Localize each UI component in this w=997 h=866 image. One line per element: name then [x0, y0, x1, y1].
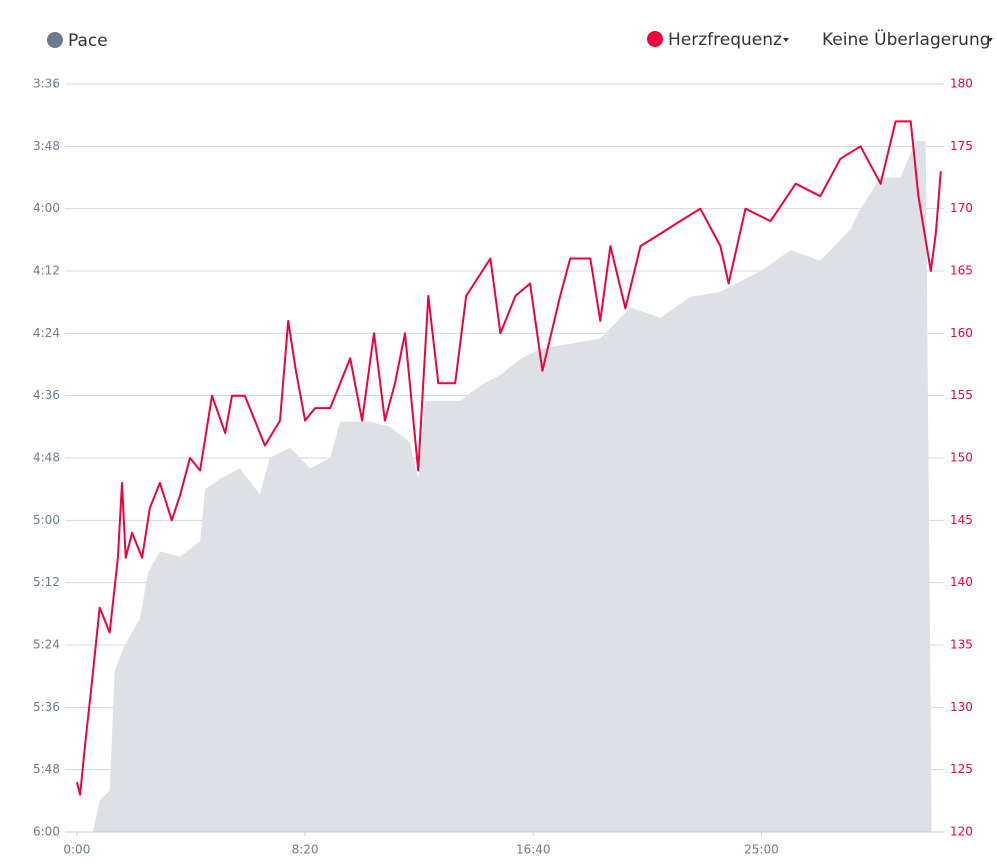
y-tick-label: 4:00 [33, 201, 60, 215]
y-tick-label: 5:00 [33, 513, 60, 527]
y2-tick-label: 145 [950, 513, 973, 527]
y2-tick-label: 135 [950, 638, 973, 652]
y-tick-label: 5:12 [33, 575, 60, 589]
y-tick-label: 5:48 [33, 762, 60, 776]
legend-label[interactable]: Pace [68, 31, 108, 51]
x-tick-label: 16:40 [516, 843, 551, 857]
x-tick-label: 0:00 [63, 843, 90, 857]
heart-rate-line [75, 120, 942, 796]
y-tick-label: 5:36 [33, 700, 60, 714]
y2-tick-label: 175 [950, 139, 973, 153]
y-tick-label: 6:00 [33, 825, 60, 839]
legend-dot [647, 31, 663, 47]
y2-tick-label: 165 [950, 264, 973, 278]
y-tick-label: 4:12 [33, 264, 60, 278]
pace-area [92, 141, 932, 833]
y-tick-label: 4:24 [33, 326, 60, 340]
legend-dot [47, 32, 63, 48]
y2-tick-label: 155 [950, 388, 973, 402]
y-tick-label: 3:48 [33, 139, 60, 153]
y-tick-label: 4:36 [33, 388, 60, 402]
y2-tick-label: 180 [950, 77, 973, 91]
overlay-select[interactable]: Keine Überlagerung [822, 28, 991, 50]
y2-tick-label: 125 [950, 762, 973, 776]
dropdown-arrow[interactable] [987, 38, 993, 42]
y-tick-label: 4:48 [33, 451, 60, 465]
y2-tick-label: 150 [950, 451, 973, 465]
dropdown-arrow[interactable] [783, 38, 789, 42]
y-tick-label: 5:24 [33, 638, 60, 652]
y2-tick-label: 140 [950, 575, 973, 589]
legend-label[interactable]: Herzfrequenz [668, 30, 782, 50]
x-tick-label: 8:20 [292, 843, 319, 857]
y2-tick-label: 130 [950, 700, 973, 714]
y-tick-label: 3:36 [33, 77, 60, 91]
y2-tick-label: 170 [950, 201, 973, 215]
x-tick-label: 25:00 [744, 843, 779, 857]
y2-tick-label: 120 [950, 825, 973, 839]
y2-tick-label: 160 [950, 326, 973, 340]
